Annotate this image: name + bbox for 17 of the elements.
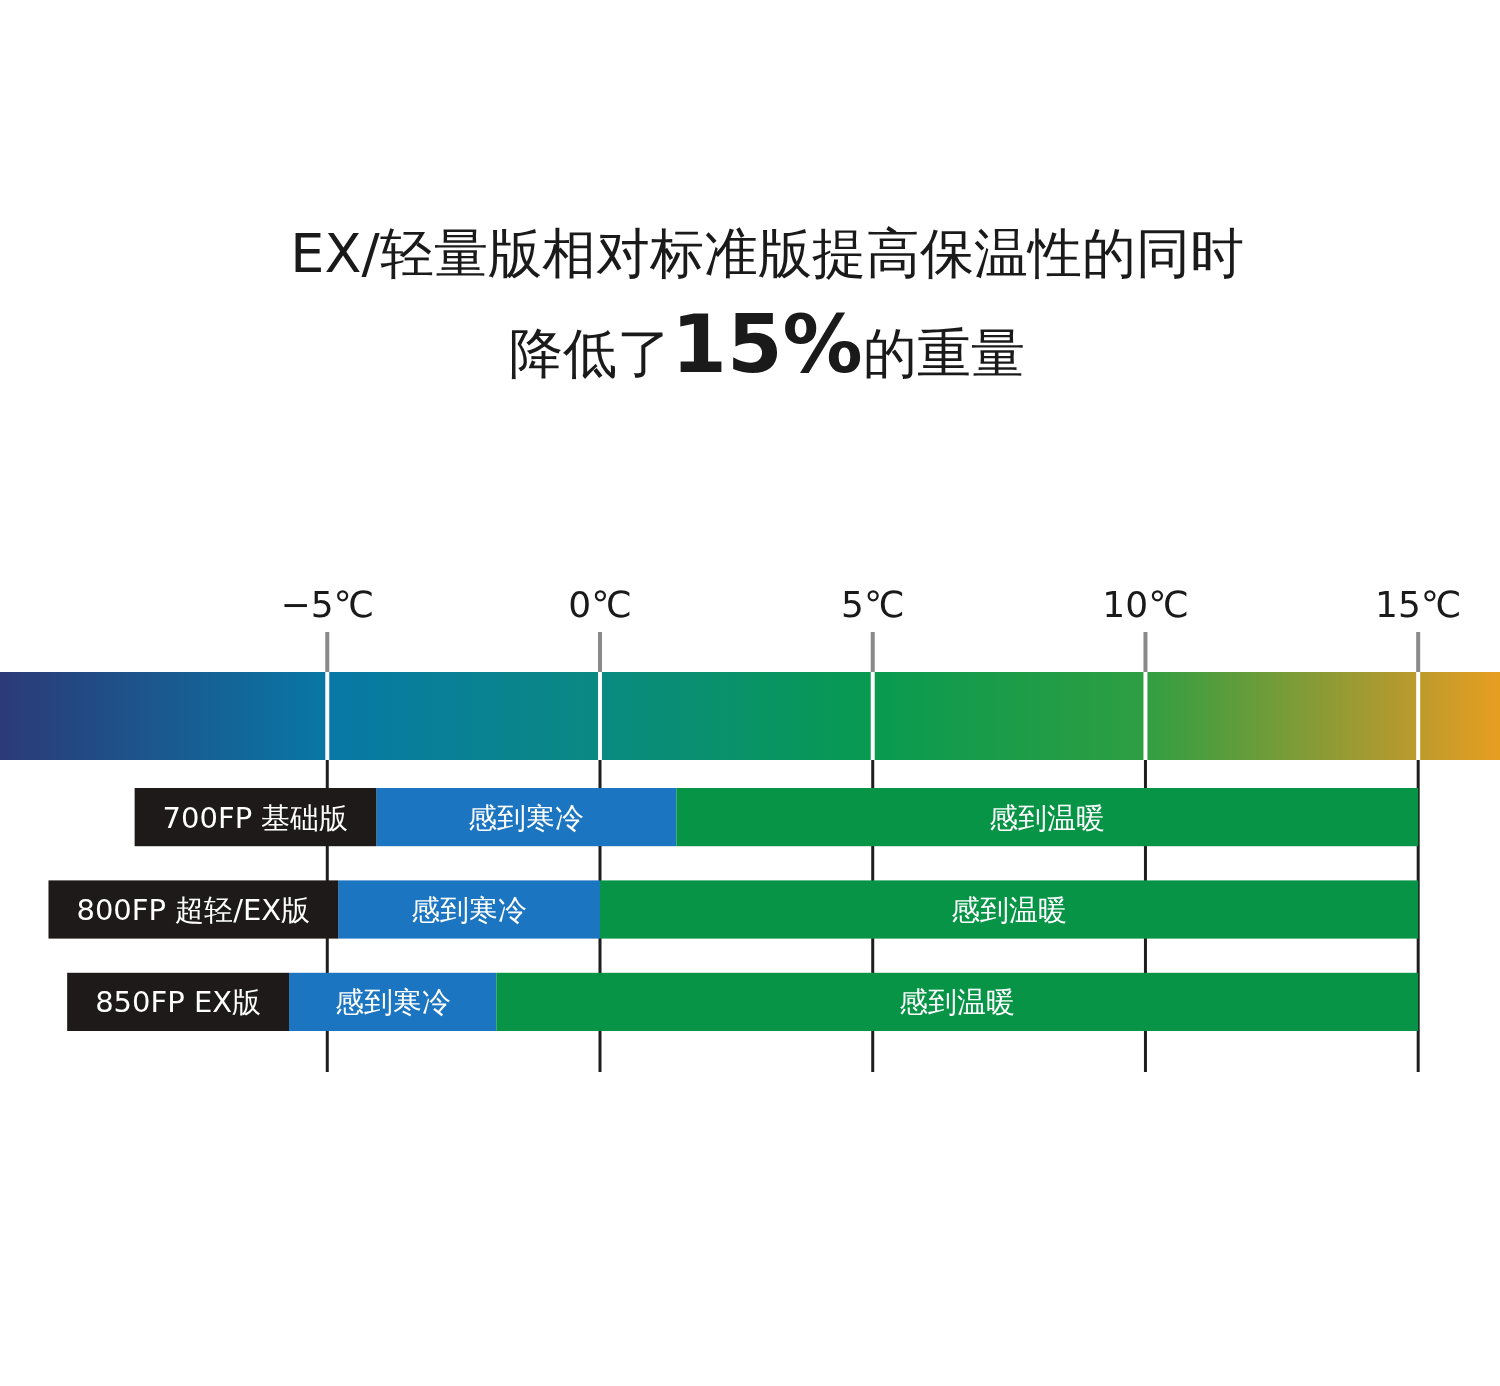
x-tick-label: −5℃ [280, 584, 375, 625]
text: 感到温暖 [989, 800, 1106, 835]
x-tick-label: 15℃ [1375, 584, 1462, 625]
x-tick-label: 0℃ [568, 584, 632, 625]
text: 感到寒冷 [334, 985, 451, 1020]
series-label: 感到温暖 [951, 892, 1068, 927]
y-tick-label: 850FP EX版 [95, 985, 262, 1020]
series-label: 感到寒冷 [411, 892, 528, 927]
bar [676, 788, 1419, 847]
y-tick-label: 700FP 基础版 [162, 800, 349, 835]
text: 感到寒冷 [468, 800, 585, 835]
bar [600, 880, 1419, 939]
x-tick-label: 10℃ [1102, 584, 1189, 625]
bar [496, 972, 1419, 1031]
y-tick-label: 800FP 超轻/EX版 [76, 892, 311, 927]
text: 感到温暖 [899, 985, 1016, 1020]
x-tick-label: 5℃ [841, 584, 905, 625]
